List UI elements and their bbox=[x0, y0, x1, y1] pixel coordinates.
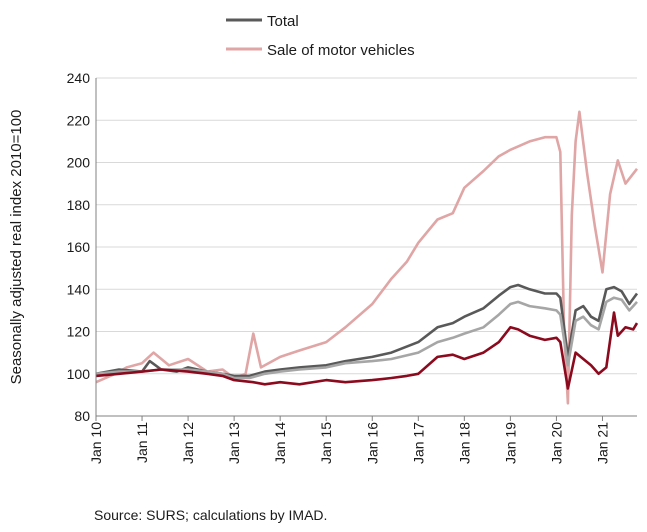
x-tick-label: Jan 13 bbox=[226, 422, 242, 464]
y-tick-label: 80 bbox=[74, 408, 90, 424]
x-tick-label: Jan 10 bbox=[88, 422, 104, 464]
y-tick-label: 160 bbox=[67, 239, 91, 255]
data-series bbox=[95, 110, 639, 405]
y-tick-label: 220 bbox=[67, 112, 91, 128]
x-tick-label: Jan 20 bbox=[548, 422, 564, 464]
x-tick-label: Jan 12 bbox=[180, 422, 196, 464]
gridlines bbox=[96, 77, 637, 417]
y-tick-label: 200 bbox=[67, 155, 91, 171]
y-tick-label: 100 bbox=[67, 366, 91, 382]
chart-legend: Total Sale of motor vehicles bbox=[226, 13, 415, 59]
y-tick-label: 140 bbox=[67, 281, 91, 297]
x-tick-label: Jan 18 bbox=[456, 422, 472, 464]
y-tick-label: 180 bbox=[67, 197, 91, 213]
x-tick-label: Jan 15 bbox=[318, 422, 334, 464]
x-tick-labels: Jan 10 Jan 11 Jan 12 Jan 13 Jan 14 Jan 15 Jan … bbox=[88, 416, 610, 464]
series-line-series-2 bbox=[95, 296, 638, 380]
source-note: Source: SURS; calculations by IMAD. bbox=[94, 507, 328, 523]
legend-label-sale-of-motor-vehicles: Sale of motor vehicles bbox=[267, 42, 415, 59]
y-tick-labels: 80 100 120 140 160 180 200 220 240 bbox=[67, 70, 91, 424]
x-tick-label: Jan 11 bbox=[134, 422, 150, 463]
legend-label-total: Total bbox=[267, 13, 299, 30]
series-line-series-3 bbox=[95, 311, 639, 390]
x-tick-label: Jan 14 bbox=[272, 422, 288, 464]
x-tick-label: Jan 19 bbox=[502, 422, 518, 464]
series-line-sale-of-motor-vehicles bbox=[95, 110, 639, 405]
y-tick-label: 240 bbox=[67, 70, 91, 86]
y-axis-title: Seasonally adjusted real index 2010=100 bbox=[8, 110, 25, 385]
x-tick-label: Jan 17 bbox=[410, 422, 426, 464]
x-tick-label: Jan 21 bbox=[594, 422, 610, 464]
x-tick-label: Jan 16 bbox=[364, 422, 380, 464]
y-tick-label: 120 bbox=[67, 324, 91, 340]
